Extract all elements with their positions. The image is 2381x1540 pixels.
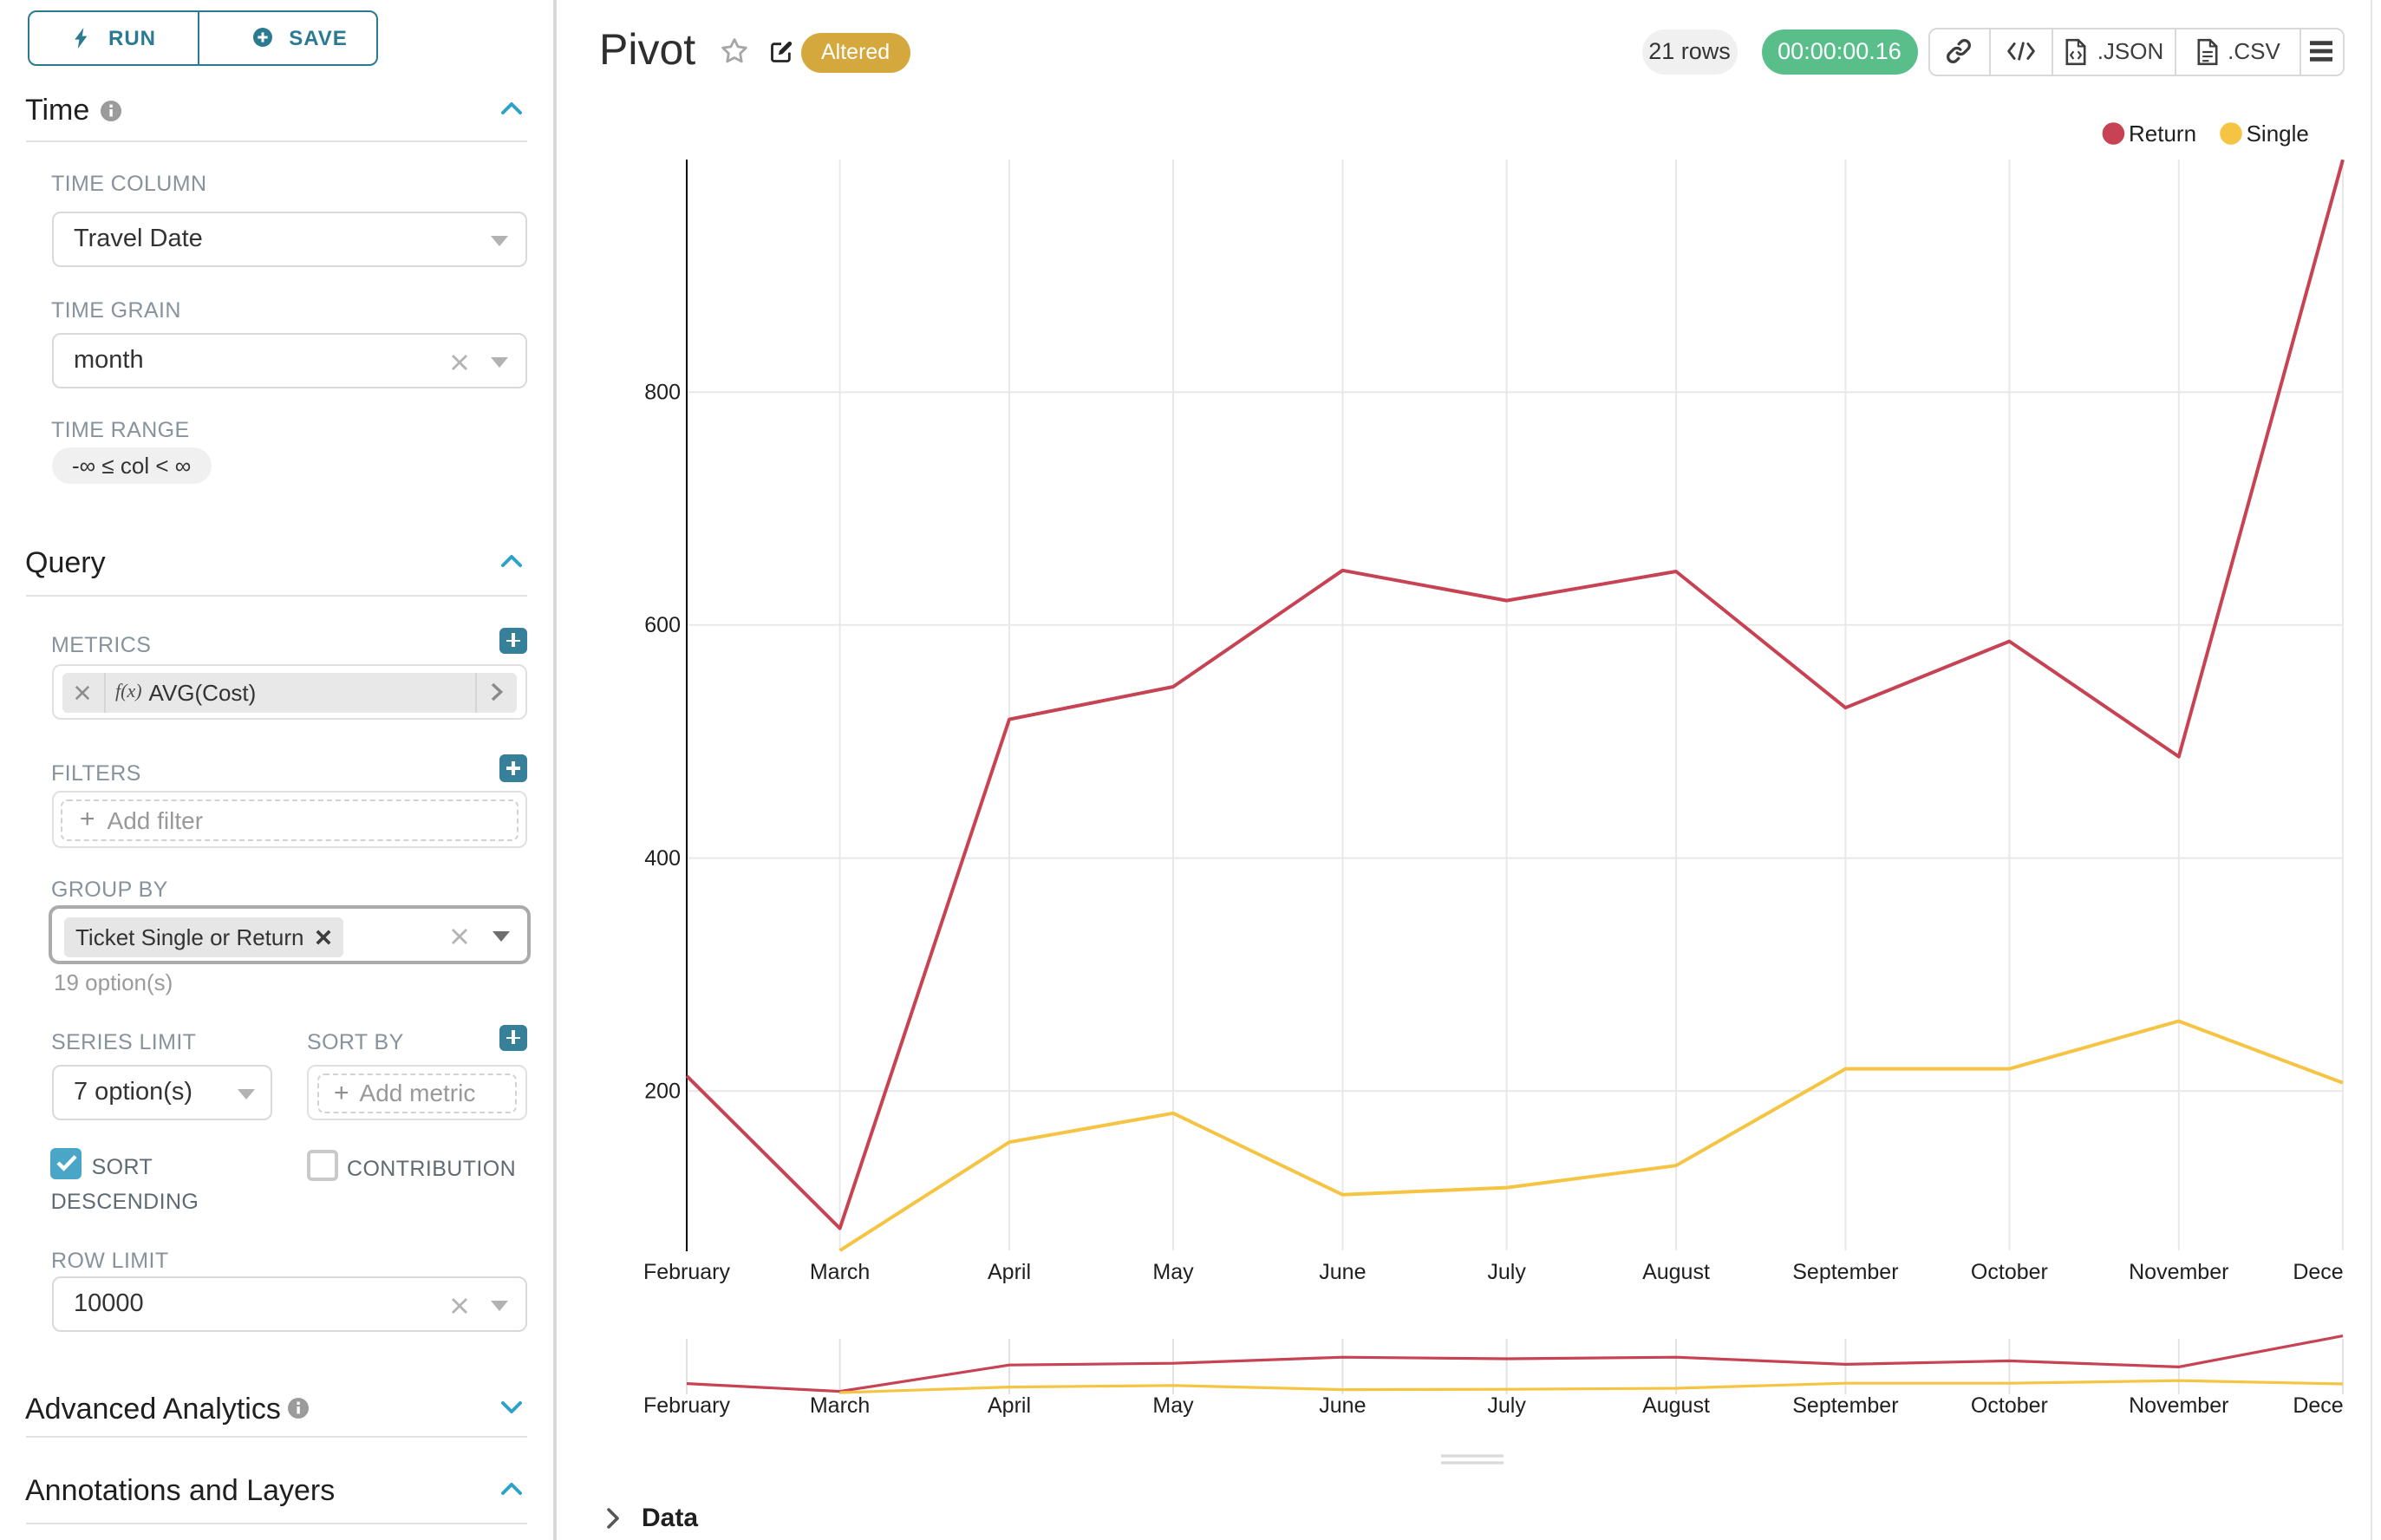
svg-text:June: June xyxy=(1319,1393,1366,1418)
svg-text:September: September xyxy=(1792,1393,1898,1418)
svg-text:April: April xyxy=(988,1260,1031,1284)
svg-text:July: July xyxy=(1487,1260,1526,1284)
svg-text:November: November xyxy=(2129,1393,2228,1418)
svg-text:August: August xyxy=(1642,1393,1710,1418)
svg-text:October: October xyxy=(1971,1260,2048,1284)
svg-text:October: October xyxy=(1971,1393,2048,1418)
svg-text:400: 400 xyxy=(644,846,681,871)
svg-text:February: February xyxy=(643,1260,731,1284)
svg-text:September: September xyxy=(1792,1260,1898,1284)
svg-text:November: November xyxy=(2129,1260,2228,1284)
svg-text:Single: Single xyxy=(2247,121,2309,147)
svg-text:800: 800 xyxy=(644,381,681,405)
svg-text:December: December xyxy=(2293,1393,2345,1418)
svg-text:May: May xyxy=(1152,1260,1194,1284)
svg-text:Return: Return xyxy=(2129,121,2196,147)
svg-text:February: February xyxy=(643,1393,731,1418)
svg-text:July: July xyxy=(1487,1393,1526,1418)
svg-text:August: August xyxy=(1642,1260,1710,1284)
svg-text:March: March xyxy=(810,1260,870,1284)
svg-text:May: May xyxy=(1152,1393,1194,1418)
svg-text:600: 600 xyxy=(644,613,681,637)
svg-text:200: 200 xyxy=(644,1080,681,1104)
svg-text:April: April xyxy=(988,1393,1031,1418)
svg-text:December: December xyxy=(2293,1260,2345,1284)
svg-text:March: March xyxy=(810,1393,870,1418)
svg-text:June: June xyxy=(1319,1260,1366,1284)
